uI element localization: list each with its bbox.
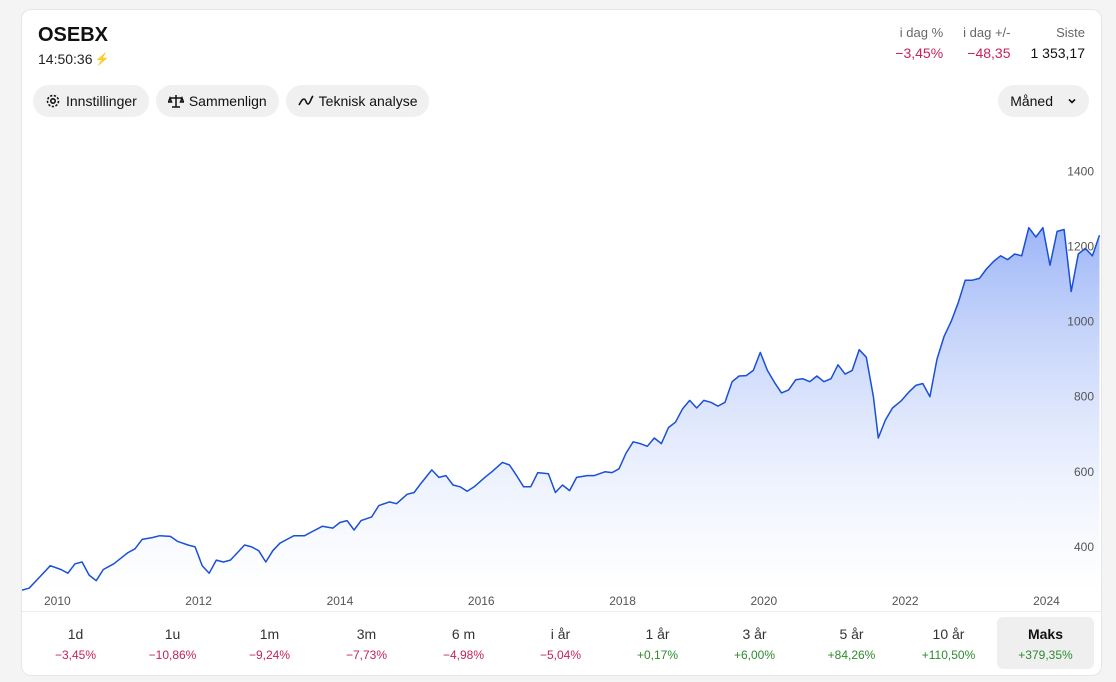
period-change: +6,00% <box>733 648 776 662</box>
stat-value: −3,45% <box>895 45 944 61</box>
y-tick-label: 1400 <box>1067 164 1094 178</box>
period-selector: 1d −3,45% 1u −10,86% 1m −9,24% 3m −7,73% 6 m −4,9… <box>22 611 1101 675</box>
period-label: 1m <box>259 626 280 642</box>
y-tick-label: 600 <box>1074 465 1094 479</box>
period-3[interactable]: 3m −7,73% <box>318 617 415 669</box>
period-7[interactable]: 3 år +6,00% <box>706 617 803 669</box>
period-label: 3m <box>356 626 377 642</box>
x-tick-label: 2016 <box>468 594 495 608</box>
period-10[interactable]: Maks +379,35% <box>997 617 1094 669</box>
y-tick-label: 400 <box>1074 540 1094 554</box>
period-change: +84,26% <box>827 648 876 662</box>
period-5[interactable]: i år −5,04% <box>512 617 609 669</box>
stat-label: Siste <box>1056 25 1085 40</box>
period-label: 5 år <box>839 626 864 642</box>
realtime-bolt-icon: ⚡ <box>94 52 110 66</box>
settings-label: Innstillinger <box>66 93 137 109</box>
period-label: 1 år <box>645 626 670 642</box>
stat-change-pct: i dag % −3,45% <box>895 25 943 61</box>
stat-change-abs: i dag +/- −48,35 <box>963 25 1010 61</box>
period-8[interactable]: 5 år +84,26% <box>803 617 900 669</box>
compare-button[interactable]: Sammenlign <box>155 85 279 117</box>
period-6[interactable]: 1 år +0,17% <box>609 617 706 669</box>
technical-analysis-label: Teknisk analyse <box>318 93 418 109</box>
stat-value: −48,35 <box>967 45 1011 61</box>
chart-card: OSEBX 14:50:36 ⚡ i dag % −3,45% i dag +/… <box>21 9 1102 676</box>
time-text: 14:50:36 <box>38 51 93 67</box>
index-title: OSEBX <box>38 24 109 46</box>
period-change: −9,24% <box>248 648 291 662</box>
period-change: −4,98% <box>442 648 485 662</box>
period-change: −3,45% <box>54 648 97 662</box>
price-chart[interactable]: 400 600 800 1000 1200 1400 2010 2012 2014 2016 201… <box>22 130 1102 610</box>
line-chart-icon <box>297 95 314 106</box>
quote-stats: i dag % −3,45% i dag +/- −48,35 Siste 1 … <box>895 25 1085 61</box>
period-1[interactable]: 1u −10,86% <box>124 617 221 669</box>
price-line <box>22 226 1101 591</box>
x-tick-label: 2018 <box>609 594 636 608</box>
chevron-down-icon <box>1068 98 1076 104</box>
period-change: −7,73% <box>345 648 388 662</box>
interval-value: Måned <box>1010 93 1053 109</box>
y-tick-label: 1200 <box>1067 239 1094 253</box>
period-label: 1u <box>164 626 181 642</box>
price-area <box>22 227 1100 592</box>
period-label: 3 år <box>742 626 767 642</box>
period-change: −5,04% <box>539 648 582 662</box>
x-tick-label: 2020 <box>751 594 778 608</box>
period-label: i år <box>550 626 571 642</box>
x-tick-label: 2022 <box>892 594 919 608</box>
period-change: +110,50% <box>921 648 976 662</box>
period-change: +379,35% <box>1018 648 1073 662</box>
period-label: 1d <box>67 626 84 642</box>
x-tick-label: 2012 <box>185 594 212 608</box>
stat-label: i dag +/- <box>963 25 1011 40</box>
period-label: 10 år <box>932 626 965 642</box>
technical-analysis-button[interactable]: Teknisk analyse <box>285 85 430 117</box>
x-tick-label: 2010 <box>44 594 71 608</box>
chart-toolbar: Innstillinger Sammenlign Teknisk analyse <box>33 85 430 117</box>
last-update-time: 14:50:36 ⚡ <box>38 51 109 67</box>
period-0[interactable]: 1d −3,45% <box>27 617 124 669</box>
stat-label: i dag % <box>899 25 944 40</box>
y-tick-label: 1000 <box>1067 315 1094 329</box>
scale-icon <box>167 95 184 108</box>
interval-select[interactable]: Måned <box>998 85 1089 117</box>
period-4[interactable]: 6 m −4,98% <box>415 617 512 669</box>
gear-icon <box>46 94 60 108</box>
stat-value: 1 353,17 <box>1030 45 1086 61</box>
y-tick-label: 800 <box>1074 390 1094 404</box>
settings-button[interactable]: Innstillinger <box>33 85 149 117</box>
period-change: −10,86% <box>148 648 197 662</box>
stat-last: Siste 1 353,17 <box>1031 25 1086 61</box>
period-2[interactable]: 1m −9,24% <box>221 617 318 669</box>
x-tick-label: 2014 <box>327 594 354 608</box>
period-label: Maks <box>1027 626 1064 642</box>
period-change: +0,17% <box>636 648 679 662</box>
period-9[interactable]: 10 år +110,50% <box>900 617 997 669</box>
compare-label: Sammenlign <box>188 93 267 109</box>
period-label: 6 m <box>451 626 476 642</box>
x-tick-label: 2024 <box>1033 594 1060 608</box>
